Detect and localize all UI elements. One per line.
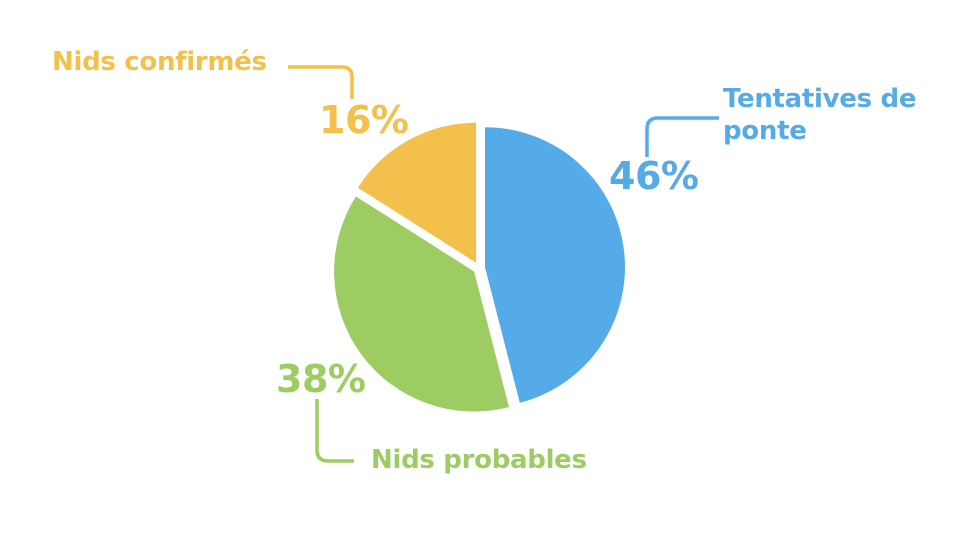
value-tentatives-de-ponte: 46% [609, 154, 699, 198]
label-nids-confirmes: Nids confirmés [52, 47, 267, 77]
pie-slice-1 [334, 196, 509, 412]
label-tentatives-de-ponte: Tentatives de ponte [723, 84, 917, 146]
value-nids-probables: 38% [276, 357, 366, 401]
callout-connector-probable [315, 399, 354, 463]
pie-slice-0 [485, 127, 625, 403]
pie-slice-2 [357, 122, 477, 263]
callout-connector-confirmed [288, 65, 354, 99]
value-nids-confirmes: 16% [319, 98, 409, 142]
label-nids-probables: Nids probables [371, 445, 587, 475]
callout-connector-attempts [645, 116, 719, 157]
